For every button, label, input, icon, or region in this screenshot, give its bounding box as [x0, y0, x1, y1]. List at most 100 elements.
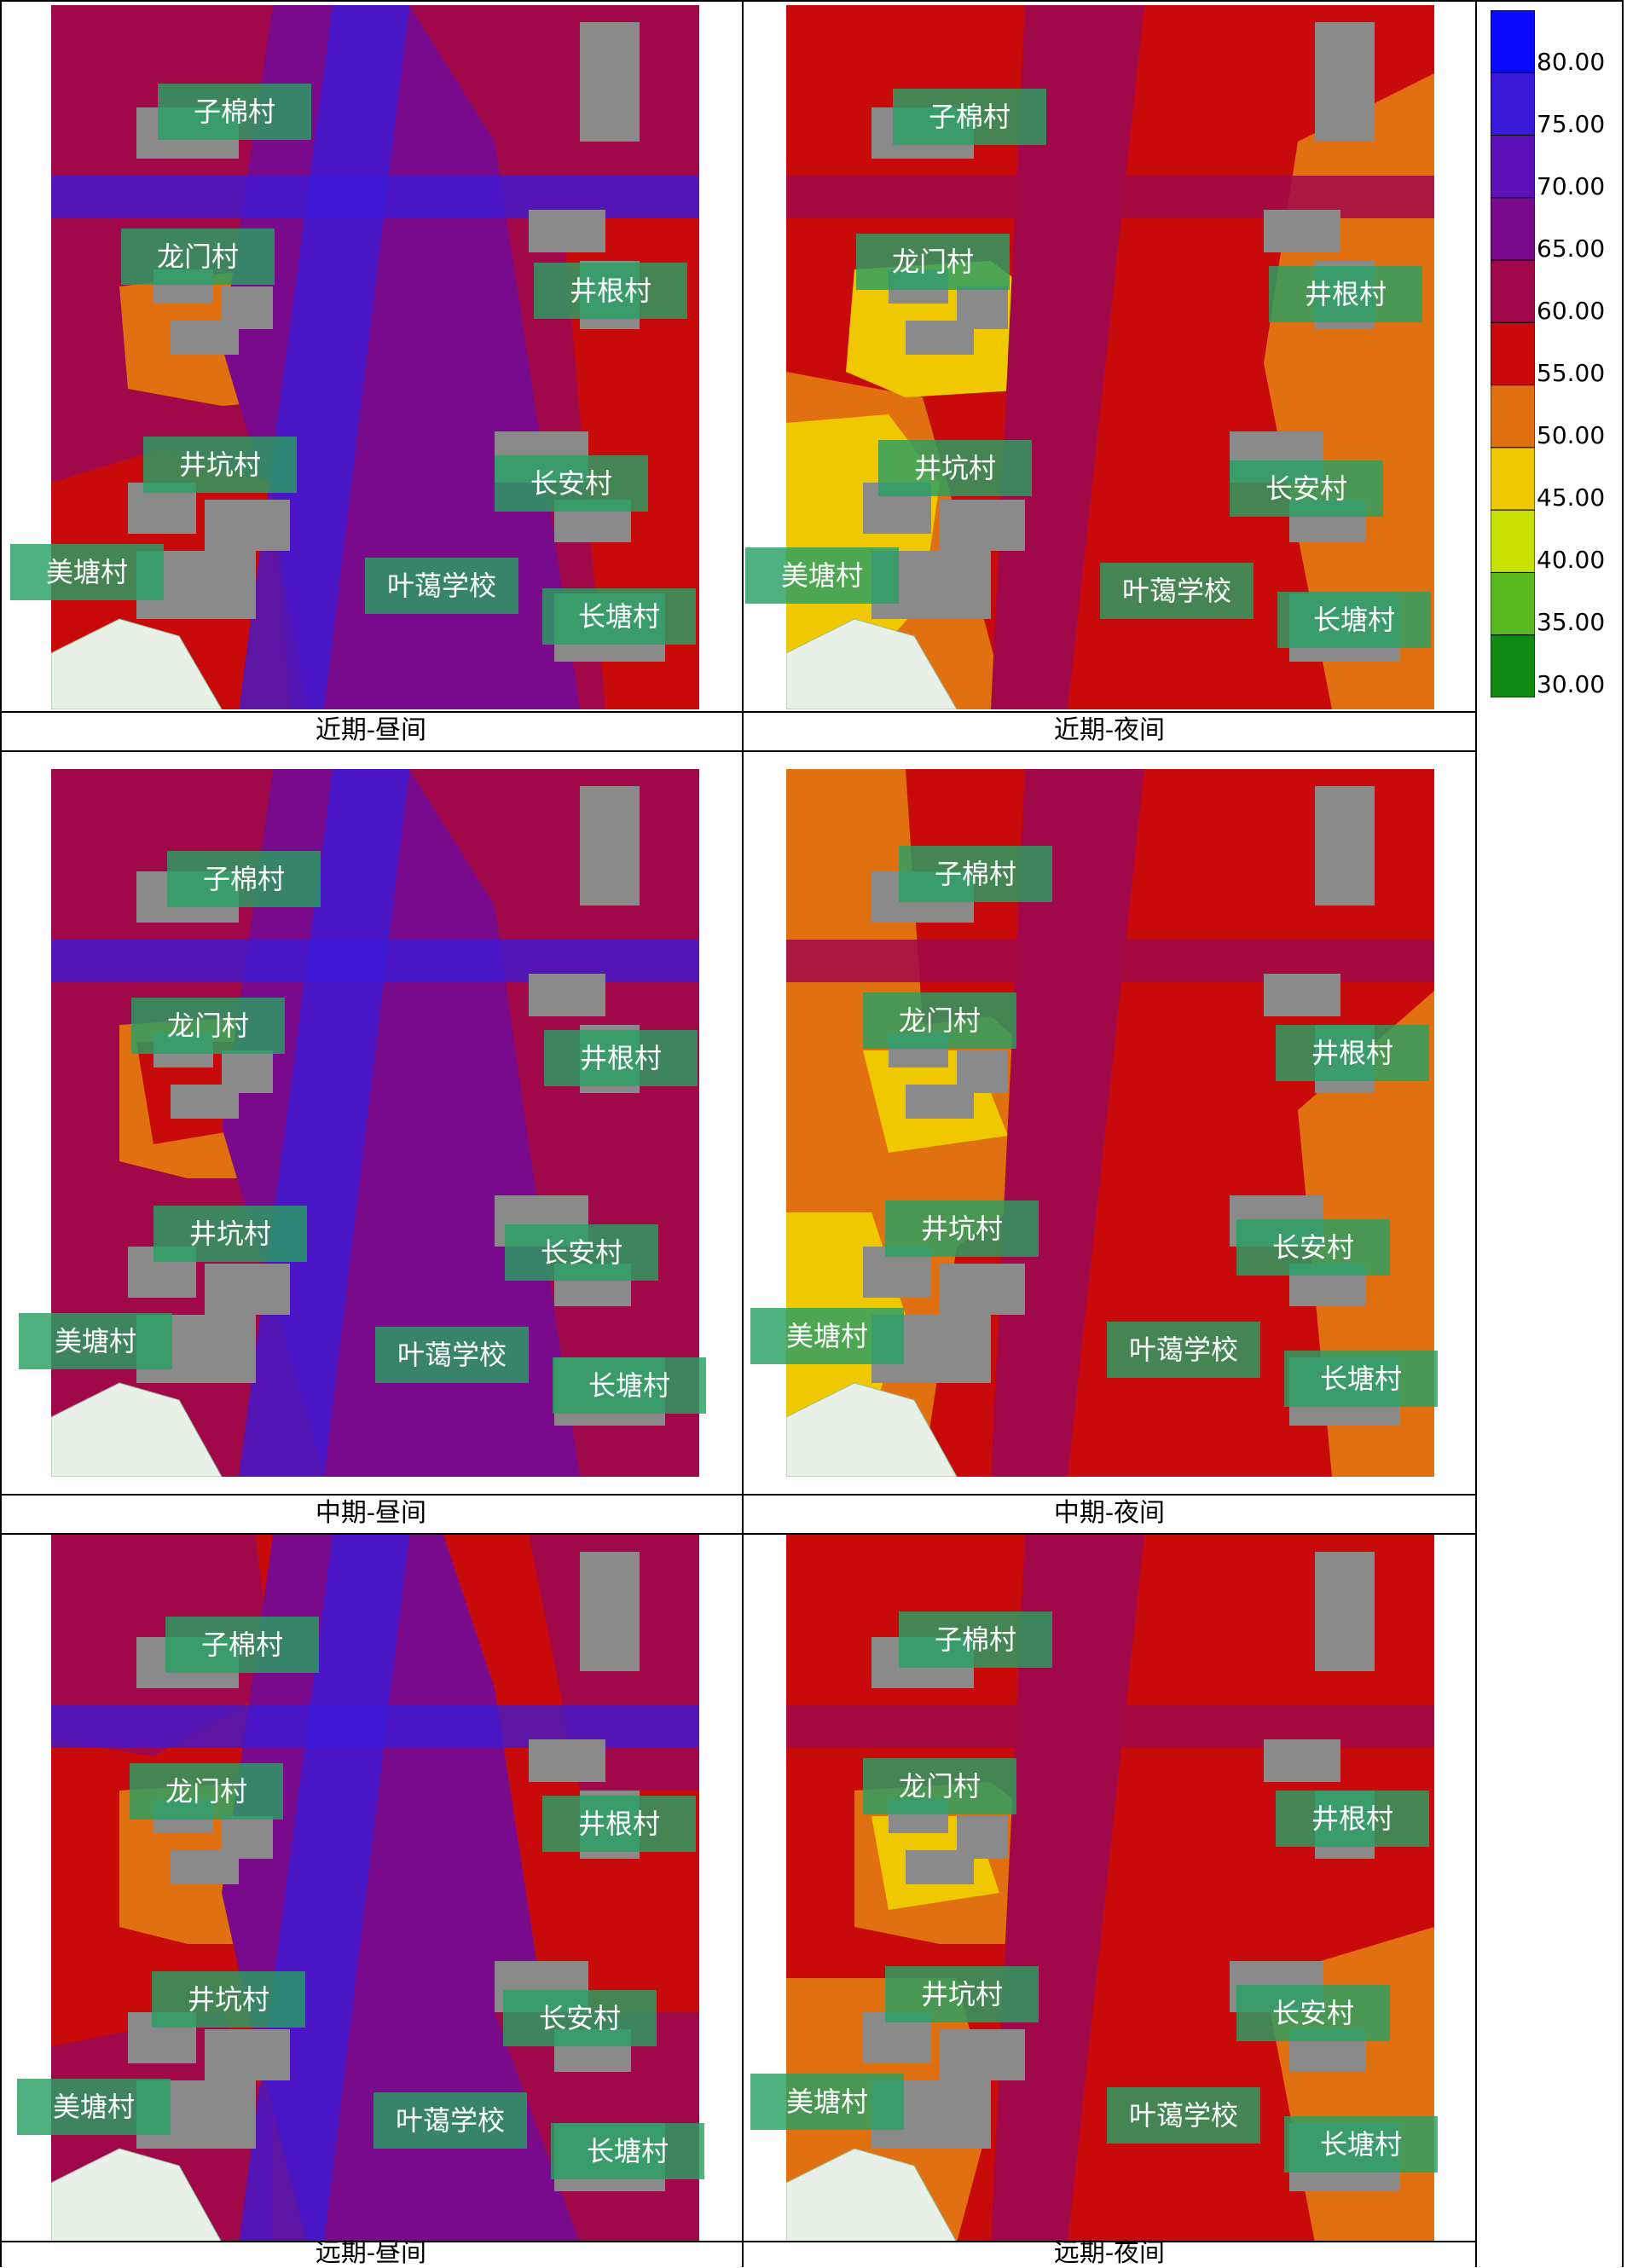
label-changan: 长安村: [1230, 460, 1383, 517]
label-jinggen: 井根村: [544, 1030, 698, 1086]
label-jinggen: 井根村: [1269, 266, 1422, 322]
legend-tick-label: 40.00: [1537, 546, 1606, 574]
legend-tick-label: 35.00: [1537, 608, 1606, 636]
label-longmen: 龙门村: [863, 1758, 1016, 1814]
grid-line: [0, 0, 2, 2267]
label-changtang: 长塘村: [1277, 592, 1431, 648]
label-yeai-school: 叶蔼学校: [373, 2092, 527, 2149]
label-changan: 长安村: [495, 455, 648, 512]
label-longmen: 龙门村: [856, 234, 1010, 290]
panel-caption: 近期-夜间: [1053, 715, 1166, 745]
label-changan: 长安村: [1236, 1985, 1390, 2041]
grid-line: [0, 711, 1477, 713]
label-yeai-school: 叶蔼学校: [365, 558, 518, 614]
panel-caption: 中期-昼间: [315, 1498, 427, 1528]
panel-caption: 远期-昼间: [315, 2238, 427, 2268]
label-meitang: 美塘村: [17, 2079, 171, 2135]
label-meitang: 美塘村: [750, 1308, 904, 1364]
label-zimian: 子棉村: [899, 846, 1052, 902]
label-longmen: 龙门村: [863, 992, 1016, 1049]
legend-swatch: [1491, 509, 1535, 573]
label-jinggen: 井根村: [534, 263, 687, 319]
label-jinggen: 井根村: [1276, 1025, 1429, 1081]
label-changtang: 长塘村: [553, 1357, 706, 1414]
legend-tick-label: 55.00: [1537, 359, 1606, 387]
building-blocks: [863, 22, 1400, 662]
panel-caption: 中期-夜间: [1053, 1498, 1166, 1528]
legend-swatch: [1491, 10, 1535, 73]
label-changtang: 长塘村: [542, 588, 696, 645]
label-changtang: 长塘村: [1284, 2116, 1438, 2173]
legend-swatch: [1491, 197, 1535, 261]
legend-tick-label: 60.00: [1537, 297, 1606, 325]
grid-line: [0, 1494, 1477, 1496]
legend-swatch: [1491, 135, 1535, 199]
grid-line: [1477, 0, 1624, 2]
legend-tick-label: 70.00: [1537, 172, 1606, 200]
label-zimian: 子棉村: [158, 84, 311, 140]
label-yeai-school: 叶蔼学校: [1100, 563, 1254, 619]
noise-contour-map: [51, 1535, 699, 2242]
label-meitang: 美塘村: [19, 1313, 172, 1369]
map-panel-far-day: [51, 1535, 699, 2242]
legend-swatch: [1491, 72, 1535, 136]
label-jingkeng: 井坑村: [143, 437, 297, 493]
grid-line: [742, 0, 744, 2267]
building-blocks: [863, 1552, 1400, 2191]
legend-tick-label: 80.00: [1537, 48, 1606, 76]
grid-line: [0, 2241, 1477, 2242]
label-zimian: 子棉村: [899, 1611, 1052, 1668]
label-jingkeng: 井坑村: [152, 1971, 305, 2028]
label-jinggen: 井根村: [542, 1796, 696, 1852]
legend-tick-label: 45.00: [1537, 483, 1606, 512]
panel-caption: 远期-夜间: [1053, 2238, 1166, 2268]
label-jingkeng: 井坑村: [878, 440, 1032, 496]
building-blocks: [128, 786, 665, 1426]
label-longmen: 龙门村: [130, 1763, 283, 1820]
label-jingkeng: 井坑村: [885, 1201, 1039, 1257]
legend-swatch: [1491, 385, 1535, 448]
map-panel-mid-day: [51, 769, 699, 1477]
water-area: [51, 1382, 223, 1477]
label-meitang: 美塘村: [750, 2074, 904, 2130]
label-zimian: 子棉村: [167, 851, 321, 907]
label-changan: 长安村: [505, 1224, 658, 1281]
legend-tick-label: 30.00: [1537, 670, 1606, 698]
label-changan: 长安村: [1236, 1219, 1390, 1276]
legend-tick-label: 50.00: [1537, 421, 1606, 449]
label-meitang: 美塘村: [10, 544, 164, 600]
legend-swatch: [1491, 447, 1535, 511]
legend-tick-label: 65.00: [1537, 234, 1606, 263]
label-yeai-school: 叶蔼学校: [1107, 1322, 1260, 1378]
label-longmen: 龙门村: [131, 998, 285, 1054]
label-jingkeng: 井坑村: [153, 1206, 307, 1262]
label-zimian: 子棉村: [165, 1617, 319, 1673]
label-changtang: 长塘村: [551, 2123, 704, 2179]
legend-swatch: [1491, 259, 1535, 323]
building-blocks: [128, 1552, 665, 2191]
water-area: [51, 2148, 223, 2242]
building-blocks: [128, 22, 665, 662]
water-area: [786, 618, 958, 709]
grid-line: [0, 750, 1477, 752]
legend-tick-label: 75.00: [1537, 110, 1606, 138]
legend-swatch: [1491, 321, 1535, 386]
water-area: [786, 1382, 958, 1477]
noise-contour-map: [51, 769, 699, 1477]
water-area: [786, 2148, 958, 2242]
noise-level-legend: [1491, 10, 1535, 697]
label-changan: 长安村: [503, 1990, 657, 2046]
grid-line: [1475, 0, 1477, 2267]
grid-line: [1622, 0, 1624, 2267]
grid-line: [0, 0, 1477, 2]
label-yeai-school: 叶蔼学校: [375, 1327, 529, 1383]
legend-swatch: [1491, 634, 1535, 697]
noise-contour-map: [51, 5, 699, 709]
label-meitang: 美塘村: [745, 547, 899, 604]
building-blocks: [863, 786, 1400, 1426]
legend-swatch: [1491, 571, 1535, 636]
label-changtang: 长塘村: [1284, 1351, 1438, 1407]
label-yeai-school: 叶蔼学校: [1107, 2087, 1260, 2144]
label-longmen: 龙门村: [121, 229, 275, 285]
